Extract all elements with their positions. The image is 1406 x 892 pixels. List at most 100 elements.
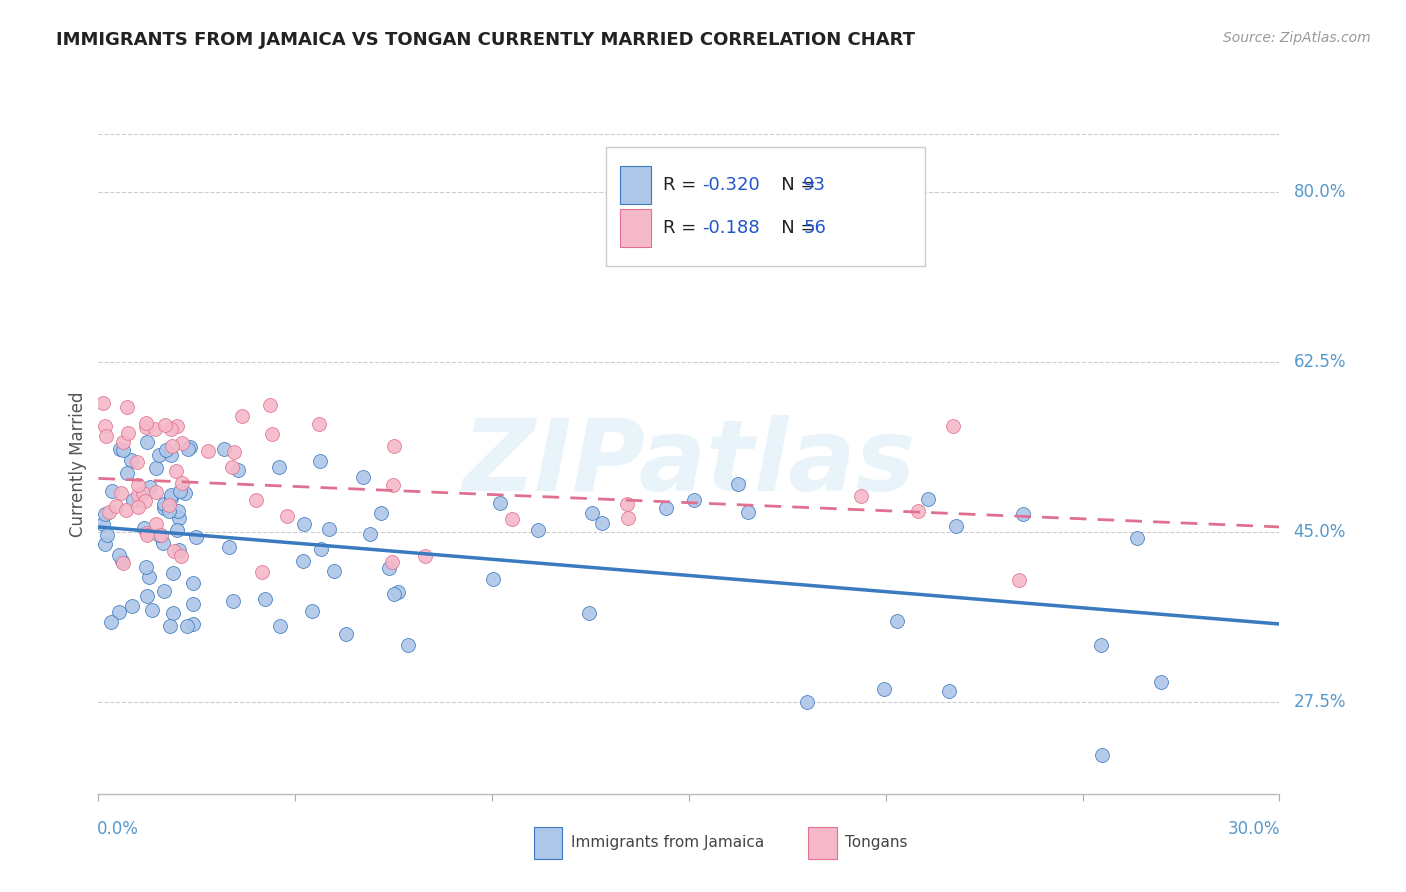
Point [292,516,315,531]
Point [93,537,115,551]
Point [581,506,603,520]
Point [938,683,960,698]
Point [181,597,204,611]
Text: Tongans: Tongans [845,836,907,850]
Point [94,508,117,522]
Point [917,491,939,506]
Point [197,444,219,458]
Point [527,523,550,537]
Point [148,448,170,462]
Text: 27.5%: 27.5% [1294,693,1346,711]
Point [166,419,188,434]
Point [872,681,894,696]
Point [138,479,160,493]
Point [179,440,201,454]
Point [318,522,340,536]
Point [160,491,183,505]
Point [115,502,138,516]
Point [308,417,330,431]
Point [165,464,187,478]
Point [173,486,195,500]
Text: R =: R = [662,219,702,236]
Point [150,528,173,542]
Point [591,516,613,531]
Point [108,442,131,456]
Point [145,461,167,475]
Point [382,587,405,601]
Point [578,607,600,621]
Point [159,619,181,633]
Point [1125,531,1147,545]
Point [218,540,240,554]
Point [152,536,174,550]
Text: -0.188: -0.188 [702,219,759,236]
Text: 45.0%: 45.0% [1294,523,1346,541]
Point [111,554,134,568]
Point [245,493,267,508]
Point [127,500,149,514]
Point [387,585,409,599]
Point [501,512,523,526]
Point [115,466,138,480]
Text: R =: R = [662,176,702,194]
Point [135,434,157,449]
Text: 80.0%: 80.0% [1294,183,1346,201]
Point [170,436,193,450]
Point [176,618,198,632]
Point [413,549,436,563]
Point [167,510,190,524]
Text: N =: N = [763,219,821,236]
Point [101,484,124,499]
Point [115,400,138,414]
Point [135,560,157,574]
Text: N =: N = [763,176,821,194]
Point [167,543,190,558]
Point [309,454,332,468]
Point [153,584,176,599]
Point [224,445,246,459]
Point [177,442,200,456]
Point [259,398,281,412]
Point [396,638,419,652]
Point [135,417,157,431]
Point [117,425,139,440]
Point [93,419,115,434]
Point [100,615,122,629]
Point [359,526,381,541]
Point [796,695,818,709]
Point [153,417,176,432]
Point [112,442,135,457]
Point [655,500,678,515]
Point [167,504,190,518]
Point [127,488,149,502]
Point [252,566,274,580]
Point [121,599,143,613]
Point [135,526,157,541]
Text: -0.320: -0.320 [702,176,759,194]
Point [127,455,149,469]
Point [309,541,332,556]
Point [482,572,505,586]
Point [489,496,512,510]
Point [886,614,908,628]
Point [112,556,135,570]
Point [96,527,118,541]
Point [172,475,194,490]
Point [91,395,114,409]
Point [1091,747,1114,762]
Point [112,435,135,450]
Point [127,478,149,492]
Point [267,460,290,475]
Point [159,448,181,462]
Point [91,517,114,532]
Point [135,420,157,434]
Point [262,426,284,441]
Point [1150,675,1173,690]
Point [231,409,253,423]
Point [301,604,323,618]
Point [153,500,176,515]
Point [269,619,291,633]
Point [162,607,184,621]
Point [169,484,191,499]
Point [163,543,186,558]
